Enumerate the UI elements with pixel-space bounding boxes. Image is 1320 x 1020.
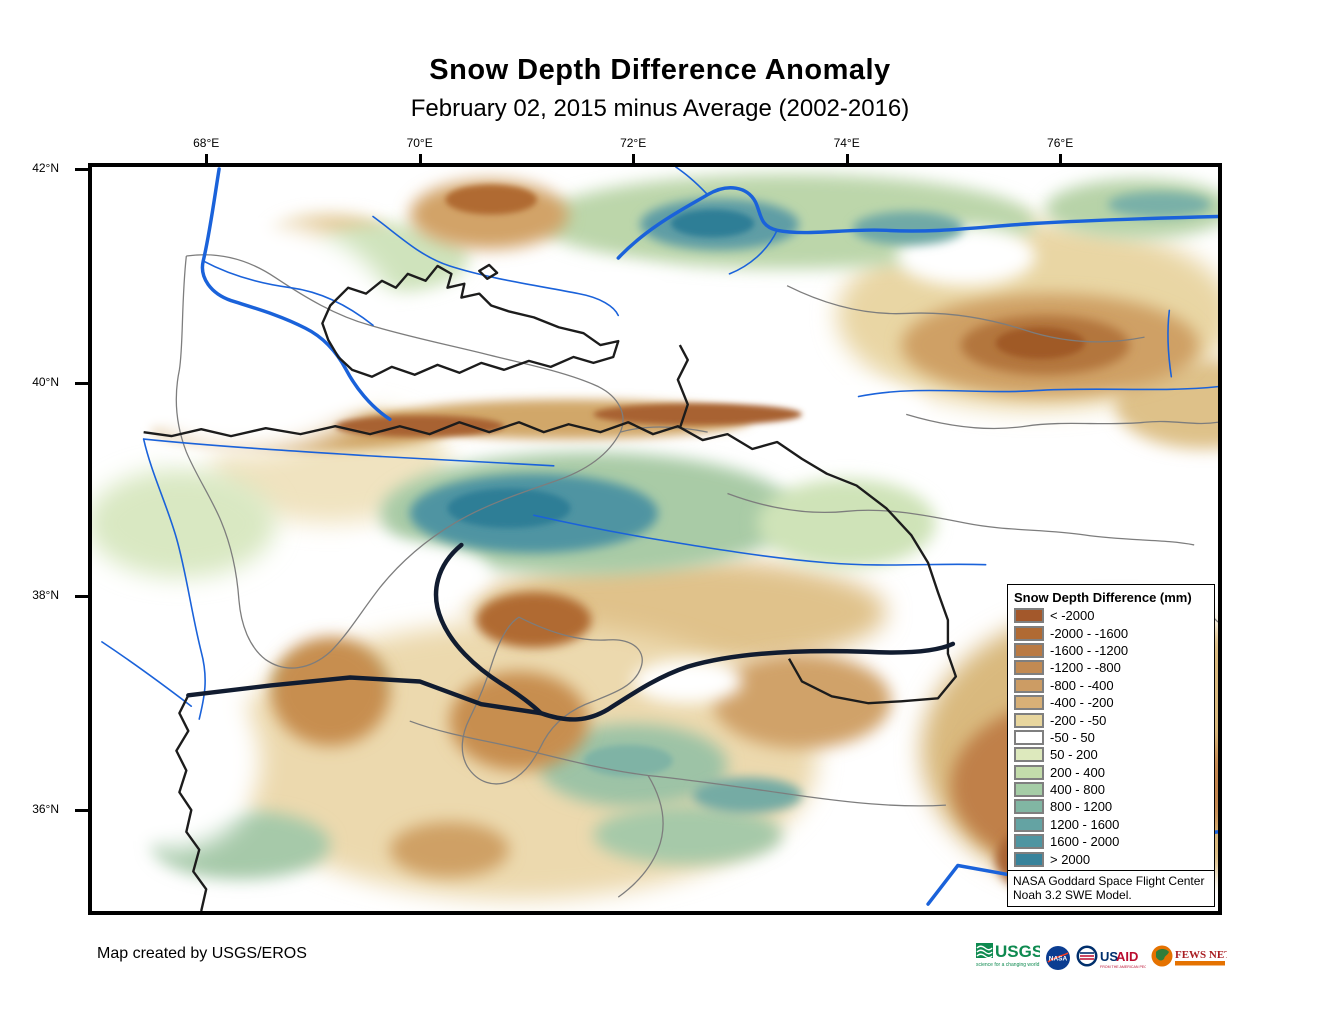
- legend-entry-label: -50 - 50: [1050, 729, 1095, 745]
- legend-entry: < -2000: [1014, 608, 1208, 624]
- fews-net-logo: FEWS NET: [1151, 945, 1227, 967]
- longitude-tick-label: 70°E: [406, 136, 433, 150]
- longitude-tick-label: 72°E: [620, 136, 647, 150]
- legend-entry-label: 200 - 400: [1050, 764, 1105, 780]
- tick-mark: [75, 168, 88, 171]
- legend-entry-label: -200 - -50: [1050, 712, 1107, 728]
- legend-entry-label: 1600 - 2000: [1050, 834, 1120, 850]
- watershed-boundaries-layer: [175, 254, 1218, 898]
- usgs-logo: USGS science for a changing world: [976, 942, 1040, 968]
- usgs-logo-tagline: science for a changing world: [976, 962, 1040, 968]
- legend-color-swatch: [1014, 625, 1044, 641]
- legend-color-swatch: [1014, 851, 1044, 867]
- white-gap-layer: [92, 216, 1036, 850]
- legend-entry: -800 - -400: [1014, 677, 1208, 693]
- legend-rows: < -2000 -2000 - -1600 -1600 - -1200 -1200 -…: [1008, 607, 1214, 870]
- legend-note: NASA Goddard Space Flight Center Noah 3.…: [1008, 870, 1214, 906]
- legend-entry: 800 - 1200: [1014, 799, 1208, 815]
- legend-entry: -1600 - -1200: [1014, 642, 1208, 658]
- legend-color-swatch: [1014, 660, 1044, 676]
- fews-net-logo-text: FEWS NET: [1175, 949, 1227, 961]
- longitude-tick-label: 68°E: [193, 136, 220, 150]
- legend-entry-label: < -2000: [1050, 608, 1095, 624]
- legend-color-swatch: [1014, 816, 1044, 832]
- legend-entry-label: 50 - 200: [1050, 747, 1098, 763]
- legend-color-swatch: [1014, 834, 1044, 850]
- country-borders-layer: [143, 263, 958, 911]
- legend-color-swatch: [1014, 747, 1044, 763]
- tick-mark: [205, 154, 209, 167]
- legend-entry: -200 - -50: [1014, 712, 1208, 728]
- usaid-logo-text-us: US: [1100, 949, 1118, 964]
- logos-row: USGS science for a changing world NASA U…: [976, 936, 1227, 980]
- legend-entry: 1600 - 2000: [1014, 834, 1208, 850]
- nasa-logo: NASA: [1046, 946, 1070, 970]
- tick-mark: [845, 154, 849, 167]
- legend-entry: 400 - 800: [1014, 782, 1208, 798]
- legend-color-swatch: [1014, 608, 1044, 624]
- legend-entry-label: > 2000: [1050, 851, 1091, 867]
- page-title: Snow Depth Difference Anomaly: [429, 54, 891, 86]
- longitude-tick-label: 76°E: [1047, 136, 1074, 150]
- nasa-logo-text: NASA: [1049, 956, 1068, 963]
- legend-note-line: Noah 3.2 SWE Model.: [1013, 888, 1132, 902]
- legend-entry: -400 - -200: [1014, 695, 1208, 711]
- latitude-tick-label: 40°N: [32, 374, 59, 389]
- legend-entry: 200 - 400: [1014, 764, 1208, 780]
- page-subtitle: February 02, 2015 minus Average (2002-20…: [410, 95, 910, 122]
- usaid-logo: US AID FROM THE AMERICAN PEOPLE: [1076, 945, 1146, 969]
- legend-color-swatch: [1014, 764, 1044, 780]
- legend-color-swatch: [1014, 729, 1044, 745]
- latitude-tick-label: 38°N: [32, 588, 59, 603]
- usaid-logo-text-aid: AID: [1116, 949, 1138, 964]
- legend-entry-label: -800 - -400: [1050, 677, 1114, 693]
- legend-color-swatch: [1014, 642, 1044, 658]
- legend-entry-label: -400 - -200: [1050, 695, 1114, 711]
- tick-mark: [75, 381, 88, 385]
- map-frame: Snow Depth Difference (mm) < -2000 -2000 …: [32, 136, 1222, 915]
- basin-line-layer: [186, 542, 956, 722]
- legend-entry-label: -1600 - -1200: [1050, 642, 1129, 658]
- legend-color-swatch: [1014, 799, 1044, 815]
- legend-entry-label: -2000 - -1600: [1050, 625, 1129, 641]
- tick-mark: [1059, 154, 1063, 167]
- longitude-tick-label: 74°E: [833, 136, 860, 150]
- legend-color-swatch: [1014, 677, 1044, 693]
- legend-entry-label: 800 - 1200: [1050, 799, 1113, 815]
- latitude-tick-label: 42°N: [32, 161, 59, 175]
- tick-mark: [75, 809, 88, 813]
- legend-entry: 1200 - 1600: [1014, 816, 1208, 832]
- legend-entry: > 2000: [1014, 851, 1208, 867]
- legend: Snow Depth Difference (mm) < -2000 -2000 …: [1007, 584, 1215, 907]
- legend-entry: -2000 - -1600: [1014, 625, 1208, 641]
- legend-entry: -50 - 50: [1014, 729, 1208, 745]
- legend-entry-label: -1200 - -800: [1050, 660, 1121, 676]
- latitude-tick-label: 36°N: [32, 802, 59, 817]
- legend-title: Snow Depth Difference (mm): [1014, 590, 1192, 605]
- tick-mark: [75, 595, 88, 599]
- tick-mark: [418, 154, 422, 167]
- legend-entry-label: 1200 - 1600: [1050, 816, 1120, 832]
- usgs-logo-text: USGS: [995, 942, 1040, 961]
- legend-entry: 50 - 200: [1014, 747, 1208, 763]
- legend-entry-label: 400 - 800: [1050, 782, 1105, 798]
- credit-text: Map created by USGS/EROS: [97, 945, 307, 962]
- legend-color-swatch: [1014, 695, 1044, 711]
- usaid-logo-tagline: FROM THE AMERICAN PEOPLE: [1100, 965, 1146, 969]
- legend-note-line: NASA Goddard Space Flight Center: [1013, 874, 1205, 888]
- legend-color-swatch: [1014, 712, 1044, 728]
- tick-mark: [632, 154, 636, 167]
- legend-color-swatch: [1014, 782, 1044, 798]
- legend-entry: -1200 - -800: [1014, 660, 1208, 676]
